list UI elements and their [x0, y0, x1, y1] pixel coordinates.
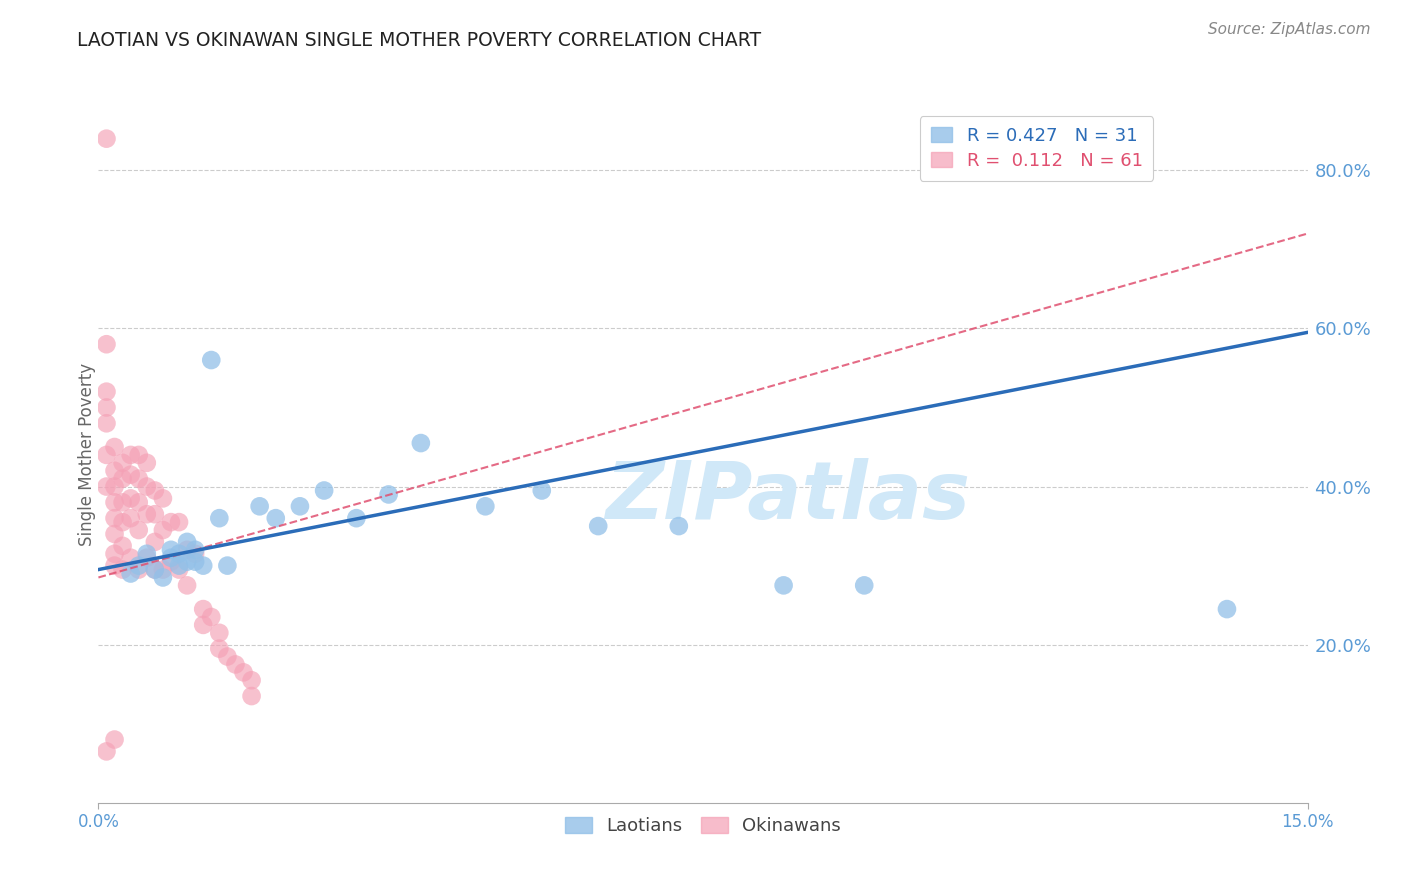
Legend: Laotians, Okinawans: Laotians, Okinawans — [558, 810, 848, 842]
Point — [128, 448, 150, 462]
Point — [184, 542, 207, 557]
Point — [96, 384, 118, 399]
Point — [167, 563, 190, 577]
Point — [135, 550, 157, 565]
Point — [1216, 602, 1239, 616]
Point — [103, 464, 125, 478]
Point — [208, 625, 231, 640]
Point — [167, 547, 190, 561]
Point — [152, 570, 174, 584]
Point — [176, 555, 198, 569]
Point — [135, 456, 157, 470]
Point — [143, 563, 166, 577]
Point — [853, 578, 876, 592]
Point — [96, 479, 118, 493]
Point — [143, 507, 166, 521]
Point — [377, 487, 399, 501]
Point — [240, 673, 263, 688]
Text: ZIPatlas: ZIPatlas — [605, 458, 970, 536]
Point — [103, 479, 125, 493]
Point — [184, 547, 207, 561]
Point — [96, 401, 118, 415]
Point — [217, 558, 239, 573]
Point — [314, 483, 336, 498]
Point — [120, 448, 142, 462]
Point — [152, 563, 174, 577]
Point — [128, 472, 150, 486]
Point — [160, 550, 183, 565]
Point — [344, 511, 367, 525]
Point — [103, 527, 125, 541]
Point — [409, 436, 432, 450]
Point — [152, 523, 174, 537]
Point — [120, 491, 142, 506]
Y-axis label: Single Mother Poverty: Single Mother Poverty — [79, 363, 96, 547]
Point — [240, 689, 263, 703]
Point — [668, 519, 690, 533]
Point — [120, 467, 142, 482]
Point — [176, 534, 198, 549]
Text: Source: ZipAtlas.com: Source: ZipAtlas.com — [1208, 22, 1371, 37]
Point — [143, 483, 166, 498]
Point — [103, 547, 125, 561]
Point — [103, 732, 125, 747]
Point — [200, 353, 222, 368]
Point — [128, 495, 150, 509]
Point — [176, 542, 198, 557]
Point — [224, 657, 246, 672]
Point — [135, 507, 157, 521]
Point — [111, 495, 134, 509]
Point — [111, 539, 134, 553]
Point — [103, 495, 125, 509]
Point — [167, 558, 190, 573]
Point — [128, 563, 150, 577]
Point — [120, 566, 142, 581]
Point — [160, 542, 183, 557]
Point — [264, 511, 287, 525]
Point — [128, 558, 150, 573]
Point — [143, 563, 166, 577]
Point — [530, 483, 553, 498]
Point — [193, 558, 215, 573]
Point — [96, 448, 118, 462]
Point — [208, 511, 231, 525]
Point — [111, 472, 134, 486]
Point — [120, 511, 142, 525]
Point — [217, 649, 239, 664]
Point — [96, 417, 118, 431]
Text: LAOTIAN VS OKINAWAN SINGLE MOTHER POVERTY CORRELATION CHART: LAOTIAN VS OKINAWAN SINGLE MOTHER POVERT… — [77, 31, 762, 50]
Point — [103, 440, 125, 454]
Point — [111, 563, 134, 577]
Point — [143, 534, 166, 549]
Point — [96, 131, 118, 145]
Point — [176, 578, 198, 592]
Point — [103, 558, 125, 573]
Point — [249, 500, 271, 514]
Point — [120, 550, 142, 565]
Point — [111, 456, 134, 470]
Point — [193, 602, 215, 616]
Point — [167, 515, 190, 529]
Point — [111, 515, 134, 529]
Point — [160, 515, 183, 529]
Point — [135, 547, 157, 561]
Point — [128, 523, 150, 537]
Point — [152, 491, 174, 506]
Point — [135, 479, 157, 493]
Point — [96, 337, 118, 351]
Point — [772, 578, 794, 592]
Point — [208, 641, 231, 656]
Point — [200, 610, 222, 624]
Point — [160, 555, 183, 569]
Point — [193, 618, 215, 632]
Point — [288, 500, 311, 514]
Point — [184, 555, 207, 569]
Point — [103, 511, 125, 525]
Point — [232, 665, 254, 680]
Point — [96, 744, 118, 758]
Point — [586, 519, 609, 533]
Point — [474, 500, 496, 514]
